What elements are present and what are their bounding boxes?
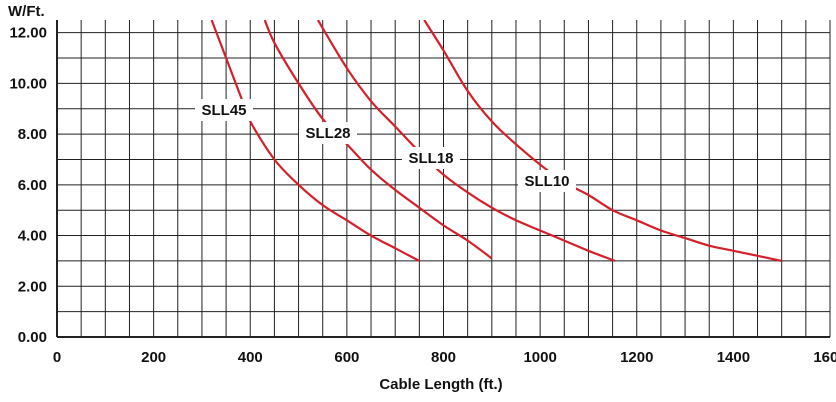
series-line-sll28 bbox=[263, 20, 493, 260]
series-label-box-sll28 bbox=[299, 122, 357, 144]
series-label-sll45: SLL45 bbox=[201, 102, 246, 119]
x-tick-label: 200 bbox=[141, 349, 166, 366]
x-tick-label: 1200 bbox=[620, 349, 653, 366]
x-tick-label: 0 bbox=[53, 349, 61, 366]
y-tick-label: 8.00 bbox=[18, 126, 47, 143]
series-label-box-sll45 bbox=[195, 99, 253, 121]
y-tick-label: 4.00 bbox=[18, 228, 47, 245]
y-tick-label: 6.00 bbox=[18, 177, 47, 194]
grid bbox=[56, 20, 831, 338]
x-tick-label: 1400 bbox=[717, 349, 750, 366]
series-line-sll10 bbox=[423, 20, 782, 262]
series-labels: SLL45 SLL28 SLL18 SLL10 bbox=[195, 99, 576, 192]
series-label-sll28: SLL28 bbox=[305, 125, 350, 142]
y-axis-title: W/Ft. bbox=[8, 3, 45, 20]
series-line-sll45 bbox=[210, 20, 420, 262]
x-axis-title: Cable Length (ft.) bbox=[379, 376, 502, 393]
series-label-box-sll18 bbox=[402, 147, 460, 169]
x-tick-label: 1000 bbox=[523, 349, 556, 366]
y-tick-label: 10.00 bbox=[9, 75, 47, 92]
x-tick-label: 600 bbox=[334, 349, 359, 366]
y-tick-label: 12.00 bbox=[9, 25, 47, 42]
y-tick-label: 2.00 bbox=[18, 278, 47, 295]
series-label-sll10: SLL10 bbox=[524, 173, 569, 190]
x-tick-label: 800 bbox=[431, 349, 456, 366]
series-label-sll18: SLL18 bbox=[408, 150, 453, 167]
y-tick-label: 0.00 bbox=[18, 329, 47, 346]
series-label-box-sll10 bbox=[518, 170, 576, 192]
series-line-sll18 bbox=[316, 20, 616, 262]
x-tick-label: 400 bbox=[238, 349, 263, 366]
series-curves bbox=[210, 20, 782, 262]
